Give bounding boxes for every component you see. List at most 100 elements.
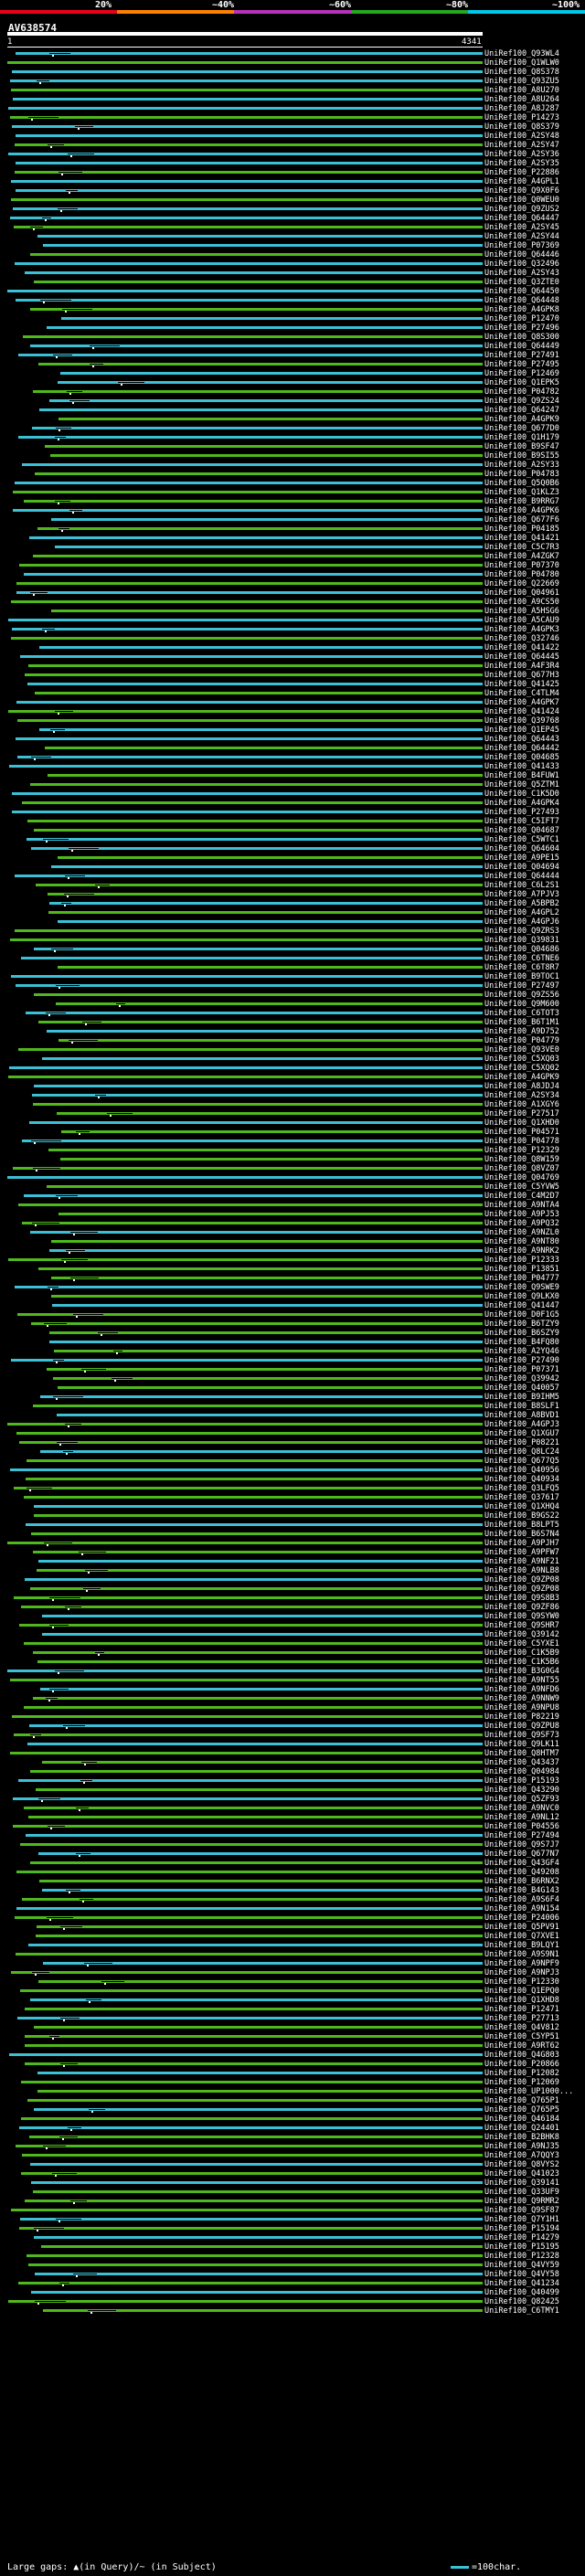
hit-label[interactable]: UniRef100_P27490 (484, 1356, 559, 1365)
hit-bar[interactable] (36, 1935, 483, 1937)
hit-bar[interactable] (52, 1304, 483, 1307)
hit-bar[interactable] (32, 1094, 483, 1097)
hit-bar[interactable] (49, 1249, 483, 1252)
hit-bar[interactable] (11, 637, 483, 640)
hit-bar[interactable] (22, 1140, 483, 1142)
hit-bar[interactable] (22, 2154, 483, 2157)
hit-label[interactable]: UniRef100_C4M2D7 (484, 1192, 559, 1201)
hit-label[interactable]: UniRef100_A4GPK9 (484, 415, 559, 424)
hit-label[interactable]: UniRef100_A4GPK3 (484, 625, 559, 634)
hit-label[interactable]: UniRef100_A9NPF9 (484, 1959, 559, 1968)
hit-bar[interactable] (7, 1423, 483, 1426)
hit-bar[interactable] (39, 1880, 483, 1882)
hit-bar[interactable] (14, 1596, 483, 1599)
hit-label[interactable]: UniRef100_C6TNE6 (484, 954, 559, 963)
hit-bar[interactable] (38, 1980, 483, 1983)
hit-bar[interactable] (48, 774, 483, 777)
hit-bar[interactable] (49, 902, 483, 905)
hit-label[interactable]: UniRef100_P27495 (484, 360, 559, 369)
hit-bar[interactable] (31, 2291, 483, 2294)
hit-bar[interactable] (42, 1633, 483, 1636)
hit-label[interactable]: UniRef100_Q3LFQ5 (484, 1484, 559, 1493)
hit-label[interactable]: UniRef100_Q8S300 (484, 333, 559, 342)
hit-label[interactable]: UniRef100_Q64450 (484, 287, 559, 296)
hit-label[interactable]: UniRef100_A4GPK6 (484, 506, 559, 515)
hit-label[interactable]: UniRef100_Q04685 (484, 753, 559, 762)
hit-label[interactable]: UniRef100_Q39141 (484, 2178, 559, 2188)
hit-label[interactable]: UniRef100_Q0WEU0 (484, 196, 559, 205)
hit-label[interactable]: UniRef100_Q41424 (484, 707, 559, 716)
hit-bar[interactable] (12, 1715, 483, 1718)
hit-label[interactable]: UniRef100_B6S7N4 (484, 1530, 559, 1539)
hit-bar[interactable] (16, 299, 483, 302)
hit-bar[interactable] (21, 2081, 483, 2083)
hit-bar[interactable] (15, 143, 483, 146)
hit-bar[interactable] (34, 281, 483, 283)
hit-label[interactable]: UniRef100_B3G0G4 (484, 1667, 559, 1676)
hit-bar[interactable] (8, 153, 483, 155)
hit-label[interactable]: UniRef100_P82219 (484, 1712, 559, 1722)
hit-bar[interactable] (10, 938, 483, 941)
hit-bar[interactable] (38, 1021, 483, 1023)
hit-label[interactable]: UniRef100_Q1WLW0 (484, 58, 559, 68)
hit-bar[interactable] (51, 610, 483, 612)
hit-label[interactable]: UniRef100_A9PFW7 (484, 1548, 559, 1557)
hit-label[interactable]: UniRef100_B8LPT5 (484, 1521, 559, 1530)
hit-label[interactable]: UniRef100_Q04769 (484, 1173, 559, 1182)
hit-label[interactable]: UniRef100_P27496 (484, 323, 559, 333)
hit-label[interactable]: UniRef100_Q39831 (484, 936, 559, 945)
hit-label[interactable]: UniRef100_Q93ZU5 (484, 77, 559, 86)
hit-label[interactable]: UniRef100_P12470 (484, 314, 559, 323)
hit-label[interactable]: UniRef100_A2SY44 (484, 232, 559, 241)
hit-bar[interactable] (37, 1660, 483, 1663)
hit-bar[interactable] (47, 1030, 483, 1033)
hit-bar[interactable] (18, 436, 483, 439)
hit-label[interactable]: UniRef100_A2SY33 (484, 461, 559, 470)
hit-label[interactable]: UniRef100_A4GPK9 (484, 1073, 559, 1082)
hit-label[interactable]: UniRef100_C5WTC1 (484, 835, 559, 844)
hit-bar[interactable] (35, 2273, 483, 2275)
hit-bar[interactable] (26, 1834, 483, 1837)
hit-label[interactable]: UniRef100_B6T1M1 (484, 1018, 559, 1027)
hit-label[interactable]: UniRef100_B6RNX2 (484, 1877, 559, 1886)
hit-label[interactable]: UniRef100_Q9ZP08 (484, 1585, 559, 1594)
hit-bar[interactable] (27, 1743, 483, 1745)
hit-label[interactable]: UniRef100_Q8S379 (484, 122, 559, 132)
hit-bar[interactable] (33, 555, 483, 557)
hit-label[interactable]: UniRef100_A2SY35 (484, 159, 559, 168)
hit-label[interactable]: UniRef100_C5XQ02 (484, 1064, 559, 1073)
hit-bar[interactable] (18, 2282, 483, 2284)
hit-label[interactable]: UniRef100_A4GPJ3 (484, 1420, 559, 1429)
hit-bar[interactable] (40, 1450, 483, 1453)
hit-bar[interactable] (47, 326, 483, 329)
hit-bar[interactable] (45, 445, 483, 448)
hit-bar[interactable] (22, 463, 483, 466)
hit-bar[interactable] (19, 564, 483, 567)
hit-label[interactable]: UniRef100_Q765P5 (484, 2105, 559, 2115)
hit-bar[interactable] (21, 2117, 483, 2120)
hit-bar[interactable] (40, 1395, 483, 1398)
hit-bar[interactable] (57, 1414, 483, 1416)
hit-bar[interactable] (23, 335, 483, 338)
hit-label[interactable]: UniRef100_Q4VY58 (484, 2270, 559, 2279)
hit-label[interactable]: UniRef100_P04778 (484, 1137, 559, 1146)
hit-label[interactable]: UniRef100_C1K5B9 (484, 1648, 559, 1658)
hit-label[interactable]: UniRef100_P07369 (484, 241, 559, 250)
hit-bar[interactable] (10, 80, 483, 82)
hit-label[interactable]: UniRef100_Q1H179 (484, 433, 559, 442)
hit-bar[interactable] (14, 1487, 483, 1489)
hit-bar[interactable] (49, 399, 483, 402)
hit-label[interactable]: UniRef100_Q64442 (484, 744, 559, 753)
hit-label[interactable]: UniRef100_A9NZL0 (484, 1228, 559, 1237)
hit-label[interactable]: UniRef100_UP1000... (484, 2087, 574, 2096)
hit-label[interactable]: UniRef100_Q1XHQ4 (484, 1502, 559, 1511)
hit-label[interactable]: UniRef100_Q32746 (484, 634, 559, 643)
hit-label[interactable]: UniRef100_Q64449 (484, 342, 559, 351)
hit-bar[interactable] (34, 2236, 483, 2239)
hit-label[interactable]: UniRef100_Q9ZF86 (484, 1603, 559, 1612)
hit-bar[interactable] (16, 134, 483, 137)
hit-label[interactable]: UniRef100_Q43290 (484, 1786, 559, 1795)
hit-bar[interactable] (16, 984, 483, 987)
hit-label[interactable]: UniRef100_A9NTA4 (484, 1201, 559, 1210)
hit-bar[interactable] (25, 1578, 483, 1581)
